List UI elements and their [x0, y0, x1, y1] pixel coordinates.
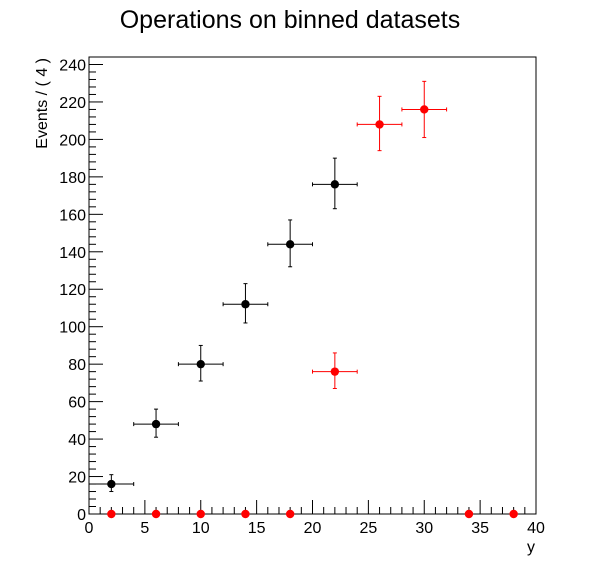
plot-frame: [88, 56, 537, 515]
data-marker: [107, 509, 116, 519]
x-tick-label: 0: [85, 520, 94, 537]
data-marker: [196, 509, 205, 519]
data-point: [401, 80, 448, 139]
y-tick-label: 20: [68, 470, 86, 487]
data-marker: [285, 240, 295, 249]
data-point: [464, 509, 474, 519]
data-series: [88, 80, 518, 519]
data-point: [356, 95, 403, 152]
series-1: [88, 157, 358, 493]
y-axis-title: Events / ( 4 ): [34, 58, 51, 149]
data-point: [88, 474, 135, 493]
x-tick-label: 30: [415, 520, 433, 537]
y-tick-label: 80: [68, 357, 86, 374]
y-tick-label: 100: [59, 320, 86, 337]
x-tick-label: 10: [192, 520, 210, 537]
data-marker: [151, 509, 161, 519]
series-2: [107, 80, 518, 519]
y-tick-label: 160: [59, 207, 86, 224]
data-marker: [107, 479, 116, 489]
data-point: [196, 509, 205, 519]
y-tick-label: 40: [68, 432, 86, 449]
x-axis-title: y: [527, 539, 535, 556]
chart-title: Operations on binned datasets: [120, 6, 461, 34]
data-point: [177, 344, 224, 382]
x-tick-label: 20: [304, 520, 322, 537]
x-tick-label: 15: [248, 520, 266, 537]
data-marker: [330, 180, 340, 189]
x-axis: 0 5 10 15 20 25 30 35 40: [85, 500, 545, 537]
x-tick-label: 35: [471, 520, 489, 537]
data-point: [509, 509, 518, 519]
y-tick-label: 0: [77, 507, 86, 524]
data-point: [107, 509, 116, 519]
y-axis: 0 20 40 60 80 100 120 140 160 180 200 220 240: [59, 56, 103, 524]
data-marker: [375, 120, 384, 129]
y-tick-label: 180: [59, 170, 86, 187]
data-marker: [241, 300, 250, 309]
data-point: [285, 509, 295, 519]
data-point: [222, 283, 269, 324]
data-marker: [151, 419, 161, 429]
x-tick-label: 5: [140, 520, 149, 537]
data-point: [151, 509, 161, 519]
data-marker: [330, 367, 340, 376]
x-tick-label: 25: [359, 520, 377, 537]
data-marker: [285, 509, 295, 519]
y-tick-label: 140: [59, 245, 86, 262]
x-tick-label: 40: [527, 520, 545, 537]
data-marker: [196, 359, 205, 369]
data-marker: [464, 509, 474, 519]
data-point: [241, 509, 250, 519]
data-point: [133, 408, 179, 438]
data-point: [312, 157, 358, 210]
data-marker: [241, 509, 250, 519]
data-marker: [420, 105, 429, 114]
data-point: [312, 352, 358, 390]
y-tick-label: 200: [59, 132, 86, 149]
data-marker: [509, 509, 518, 519]
y-tick-label: 120: [59, 282, 86, 299]
y-tick-label: 220: [59, 95, 86, 112]
data-point: [267, 219, 313, 268]
y-tick-label: 60: [68, 395, 86, 412]
y-tick-label: 240: [59, 57, 86, 74]
